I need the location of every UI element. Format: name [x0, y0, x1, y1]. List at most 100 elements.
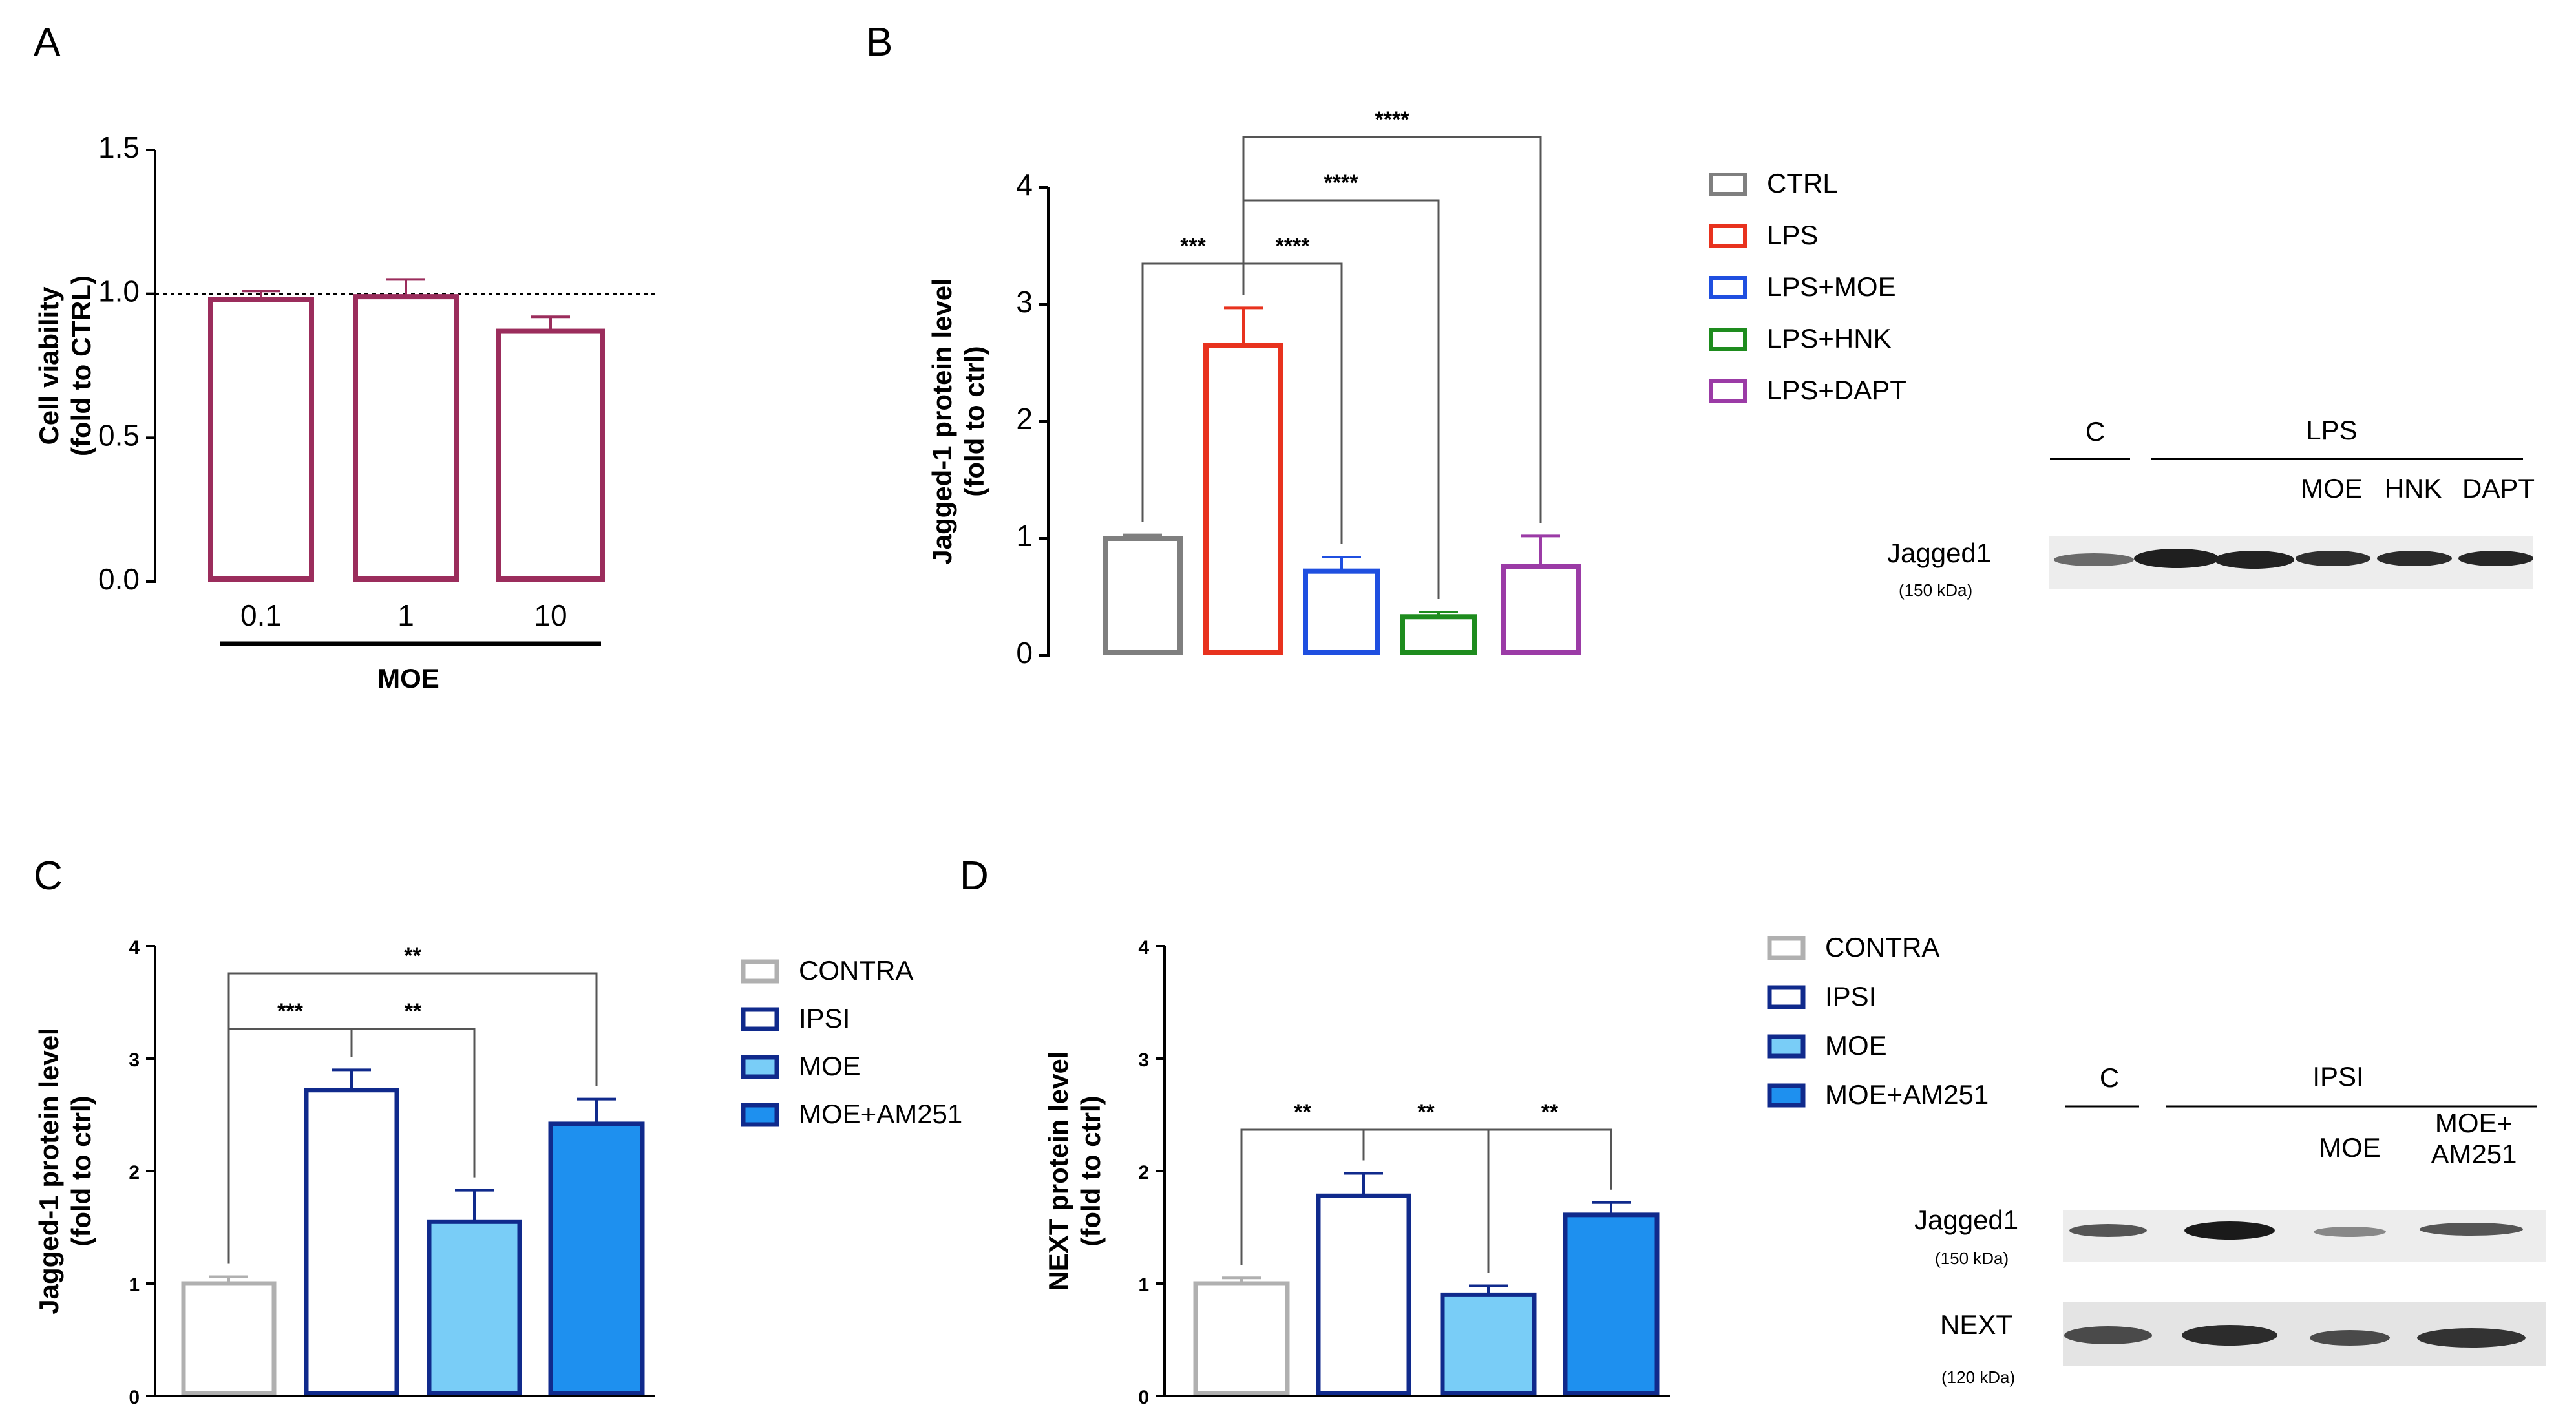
- legend-label: CONTRA: [1825, 932, 1939, 962]
- blot-b-band-name: Jagged1: [1887, 538, 1991, 568]
- legend-label: CONTRA: [799, 955, 913, 986]
- blot-d-lane-2-label-line1: MOE+: [2435, 1108, 2513, 1138]
- x-tick-label: 10: [534, 598, 567, 632]
- bar-moe: [427, 1219, 522, 1397]
- y-tick-label: 0: [1138, 1387, 1149, 1408]
- legend-swatch: [1767, 1034, 1806, 1059]
- legend-swatch: [741, 1007, 779, 1031]
- bar-ctrl: [1103, 536, 1183, 655]
- legend-swatch: [1709, 379, 1747, 403]
- legend-label: LPS+DAPT: [1767, 375, 1906, 405]
- western-blot-d: C IPSI MOE MOE+ AM251 Jagged1 (150 kDa) …: [1914, 1061, 2546, 1387]
- legend-label: IPSI: [799, 1003, 850, 1033]
- legend-swatch: [1709, 224, 1747, 248]
- bar-10: [496, 328, 605, 582]
- legend-label: CTRL: [1767, 168, 1838, 198]
- x-tick-label: 1: [397, 598, 414, 632]
- panel-letter-a: A: [34, 20, 61, 65]
- significance-label: **: [404, 944, 421, 968]
- legend-swatch: [1709, 173, 1747, 196]
- y-tick-label: 3: [129, 1050, 140, 1071]
- blot-b-band: [2377, 551, 2452, 566]
- bar-contra: [1193, 1281, 1290, 1396]
- blot-d-band1-name: Jagged1: [1914, 1205, 2018, 1235]
- bar-moe-am251: [1563, 1212, 1660, 1396]
- y-tick-label: 4: [129, 937, 140, 958]
- bar-lps-dapt: [1501, 564, 1581, 655]
- legend-label: LPS+HNK: [1767, 323, 1892, 354]
- y-tick-label: 4: [1016, 168, 1033, 202]
- bar-moe: [1440, 1292, 1537, 1397]
- blot-d-band1-size: (150 kDa): [1935, 1249, 2009, 1268]
- blot-d-band: [2069, 1224, 2147, 1237]
- y-tick-label: 0.5: [98, 418, 140, 452]
- legend-swatch: [741, 1055, 779, 1079]
- significance-label: ***: [1180, 234, 1206, 259]
- x-group-label: MOE: [377, 663, 439, 693]
- legend-swatch: [1709, 328, 1747, 351]
- panel-letter-b: B: [866, 20, 892, 65]
- legend-d: CONTRA IPSI MOE MOE+AM251: [1767, 932, 1989, 1110]
- chart-c: 0 1 2 3 4 Jagged-1 protein level (fold to ctrl…: [34, 937, 655, 1408]
- legend-swatch: [1767, 1083, 1806, 1108]
- blot-b-band: [2214, 551, 2294, 569]
- y-tick-label: 4: [1138, 937, 1149, 958]
- y-tick-label: 2: [129, 1162, 140, 1183]
- y-tick-label: 2: [1138, 1162, 1149, 1183]
- y-tick-label: 2: [1016, 402, 1033, 436]
- significance-label: ****: [1324, 171, 1359, 195]
- y-axis-label: (fold to ctrl): [959, 346, 989, 496]
- chart-d: 0 1 2 3 4 NEXT protein level (fold to ctrl) ** *…: [1043, 937, 1670, 1408]
- significance-bracket: [350, 1028, 476, 1178]
- significance-bracket: [1242, 136, 1542, 523]
- blot-d-band: [2184, 1221, 2275, 1240]
- blot-b-c-label: C: [2085, 416, 2105, 447]
- significance-label: **: [1294, 1100, 1311, 1125]
- blot-b-group-label: LPS: [2306, 415, 2357, 445]
- significance-label: **: [1417, 1100, 1435, 1125]
- blot-b-band-size: (150 kDa): [1899, 580, 1972, 600]
- blot-d-band: [2064, 1326, 2152, 1344]
- bar-contra: [181, 1281, 277, 1396]
- y-axis-label: (fold to ctrl): [66, 1095, 96, 1246]
- y-tick-label: 0.0: [98, 562, 140, 596]
- blot-d-band: [2182, 1325, 2277, 1346]
- y-tick-label: 1: [129, 1274, 140, 1296]
- y-axis-label: Jagged-1 protein level: [927, 278, 957, 564]
- significance-label: ***: [277, 999, 303, 1024]
- y-tick-label: 3: [1016, 285, 1033, 319]
- y-tick-label: 0: [1016, 636, 1033, 670]
- blot-b-lane-1-label: MOE: [2301, 473, 2363, 503]
- blot-d-band: [2417, 1328, 2526, 1348]
- y-tick-label: 1: [1016, 519, 1033, 553]
- blot-b-band: [2458, 551, 2533, 566]
- legend-label: MOE+AM251: [799, 1099, 962, 1129]
- blot-d-band: [2420, 1223, 2523, 1236]
- y-tick-label: 1: [1138, 1274, 1149, 1296]
- blot-d-band: [2310, 1330, 2390, 1346]
- bar-moe-am251: [548, 1121, 645, 1397]
- legend-swatch: [741, 959, 779, 984]
- legend-label: LPS+MOE: [1767, 271, 1896, 302]
- bar-lps-hnk: [1400, 614, 1477, 656]
- y-tick-label: 3: [1138, 1050, 1149, 1071]
- significance-label: **: [1541, 1100, 1559, 1125]
- bar-ipsi: [1316, 1193, 1411, 1397]
- western-blot-b: C LPS MOE HNK DAPT Jagged1 (150 kDa): [1887, 415, 2535, 600]
- bar-lps-moe: [1303, 568, 1380, 655]
- panel-letter-c: C: [34, 854, 63, 898]
- blot-d-band2-size: (120 kDa): [1941, 1368, 2015, 1387]
- panel-letter-d: D: [960, 854, 989, 898]
- y-axis-label: (fold to ctrl): [1075, 1095, 1106, 1246]
- blot-b-band: [2134, 549, 2219, 568]
- legend-swatch: [1767, 936, 1806, 960]
- blot-d-lane-2-label-line2: AM251: [2431, 1139, 2517, 1169]
- legend-label: MOE: [1825, 1030, 1887, 1061]
- bar-0-1: [208, 297, 314, 582]
- bar-ipsi: [304, 1088, 399, 1396]
- blot-d-c-label: C: [2100, 1062, 2119, 1093]
- legend-swatch: [741, 1103, 779, 1127]
- blot-d-group-label: IPSI: [2312, 1061, 2363, 1092]
- bar-lps: [1203, 343, 1283, 655]
